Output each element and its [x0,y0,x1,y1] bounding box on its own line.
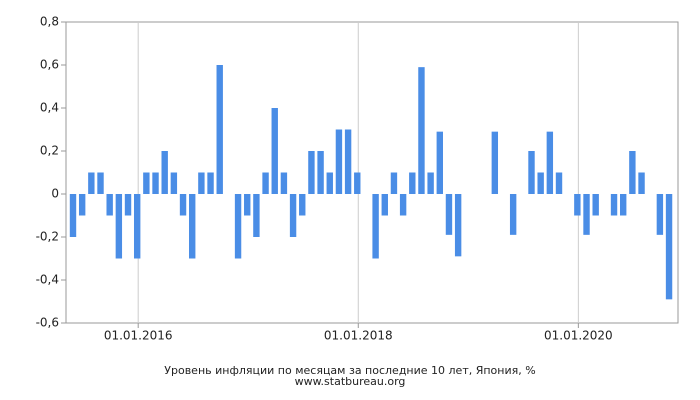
x-tick-label: 01.01.2016 [104,329,173,343]
bar [289,194,297,237]
bar [583,194,590,235]
bar [610,194,618,216]
bar [638,172,645,194]
bar [574,194,581,216]
y-tick-label: 0,8 [40,15,59,29]
bar [509,194,517,235]
bar [592,194,599,216]
bar [88,172,95,194]
bar [170,172,178,194]
bar [665,194,673,300]
bar [491,131,499,194]
bar [344,129,352,194]
bar [271,108,278,194]
bar [399,194,407,216]
bar [528,151,535,194]
bar [189,194,196,259]
bar [454,194,462,257]
bar [69,194,77,237]
y-tick-label: 0,6 [40,58,59,72]
bar [198,172,205,194]
bar [124,194,132,216]
bar [656,194,664,235]
y-tick-label: 0,2 [40,144,59,158]
bar [317,151,324,194]
bar [299,194,306,216]
bar [555,172,563,194]
bar [418,67,425,194]
bar [207,172,214,194]
bar [244,194,251,216]
bar [409,172,416,194]
bar [106,194,113,216]
bar [372,194,379,259]
bar [152,172,159,194]
bar [436,131,443,194]
bar [280,172,288,194]
chart-subtitle: www.statbureau.org [295,375,406,388]
bar [97,172,104,194]
bar [445,194,453,235]
y-tick-label: -0,2 [36,230,59,244]
y-tick-label: -0,4 [36,273,59,287]
bar [620,194,627,216]
bar [381,194,388,216]
bar [427,172,434,194]
bar [390,172,398,194]
bar [262,172,269,194]
x-tick-label: 01.01.2018 [324,329,393,343]
y-tick-label: -0,6 [36,316,59,330]
bar [253,194,260,237]
bar [216,65,223,194]
bar [308,151,315,194]
bar [629,151,636,194]
bar [115,194,123,259]
bar [335,129,343,194]
bar [546,131,554,194]
bar [78,194,86,216]
y-tick-label: 0,4 [40,101,59,115]
bar [161,151,168,194]
bar [234,194,242,259]
y-tick-label: 0 [51,187,59,201]
bar [133,194,141,259]
bar [143,172,150,194]
x-tick-label: 01.01.2020 [544,329,613,343]
chart-title: Уровень инфляции по месяцам за последние… [164,364,535,377]
plot-frame [65,21,679,324]
bar [354,172,361,194]
bar [537,172,544,194]
bar [179,194,187,216]
bar [326,172,333,194]
